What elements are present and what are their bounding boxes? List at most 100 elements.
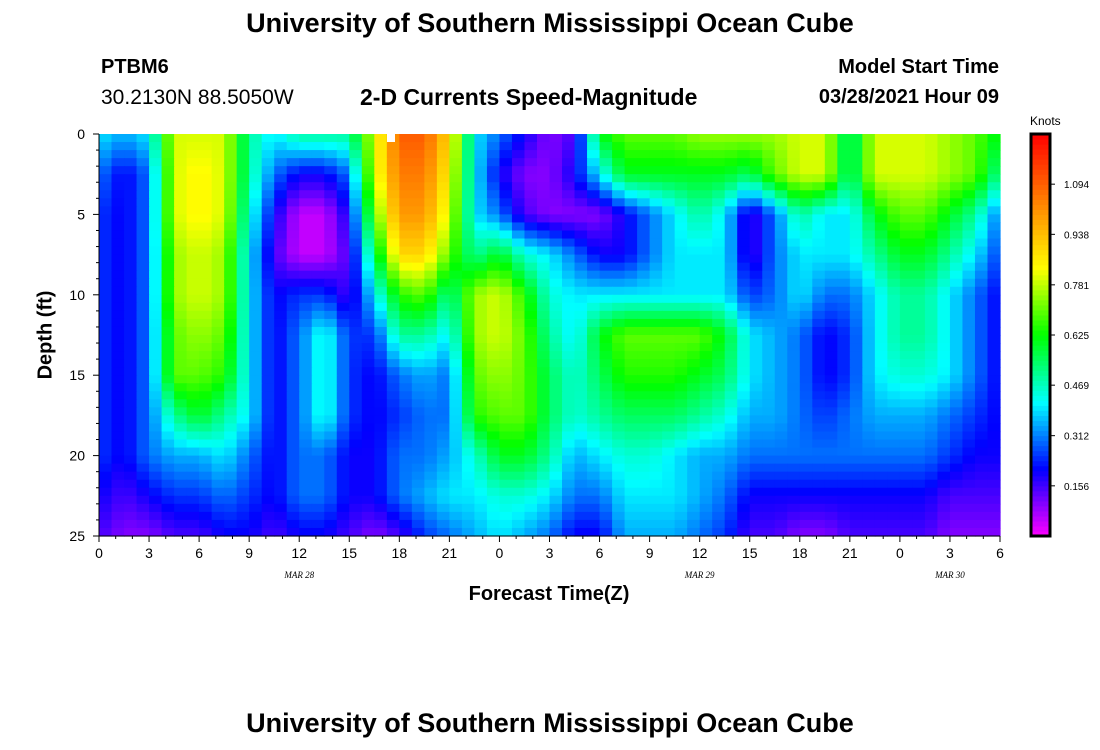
heatmap-cell	[399, 246, 413, 256]
heatmap-cell	[899, 262, 914, 272]
heatmap-cell	[149, 166, 163, 175]
heatmap-cell	[311, 318, 325, 328]
heatmap-cell	[899, 527, 914, 537]
heatmap-cell	[987, 503, 1001, 513]
colorbar-segment	[1031, 490, 1050, 497]
heatmap-cell	[311, 310, 325, 320]
heatmap-cell	[186, 238, 200, 248]
heatmap-cell	[399, 415, 413, 425]
heatmap-cell	[762, 471, 776, 481]
heatmap-cell	[249, 150, 263, 159]
heatmap-cell	[286, 198, 300, 207]
heatmap-cell	[211, 423, 225, 433]
heatmap-cell	[937, 166, 951, 175]
heatmap-cell	[649, 447, 663, 457]
heatmap-cell	[211, 310, 225, 320]
heatmap-cell	[987, 423, 1001, 433]
heatmap-cell	[749, 254, 763, 264]
heatmap-cell	[949, 359, 964, 368]
heatmap-cell	[899, 310, 914, 320]
heatmap-cell	[912, 190, 926, 199]
heatmap-cell	[486, 391, 501, 400]
heatmap-cell	[436, 190, 450, 199]
heatmap-cell	[587, 190, 601, 199]
heatmap-cell	[486, 166, 501, 175]
heatmap-cell	[787, 182, 801, 191]
heatmap-cell	[299, 310, 313, 320]
heatmap-cell	[662, 383, 676, 392]
heatmap-cell	[299, 262, 313, 272]
heatmap-cell	[612, 206, 626, 215]
heatmap-cell	[249, 246, 263, 256]
heatmap-cell	[99, 302, 113, 312]
heatmap-cell	[887, 375, 901, 384]
heatmap-cell	[699, 335, 713, 344]
heatmap-cell	[674, 302, 688, 312]
heatmap-cell	[449, 238, 463, 248]
heatmap-cell	[587, 174, 601, 183]
heatmap-cell	[887, 495, 901, 505]
heatmap-cell	[649, 222, 663, 232]
heatmap-cell	[474, 415, 488, 425]
heatmap-cell	[449, 318, 463, 328]
heatmap-cell	[649, 527, 663, 537]
heatmap-cell	[361, 318, 375, 328]
heatmap-cell	[524, 375, 538, 384]
heatmap-cell	[974, 254, 989, 264]
heatmap-cell	[424, 463, 438, 473]
heatmap-cell	[612, 294, 626, 304]
heatmap-cell	[749, 455, 763, 465]
heatmap-cell	[712, 351, 726, 360]
heatmap-cell	[161, 254, 175, 264]
heatmap-cell	[324, 238, 338, 248]
heatmap-cell	[411, 206, 425, 215]
heatmap-cell	[186, 198, 200, 207]
heatmap-cell	[249, 190, 263, 199]
heatmap-cell	[399, 230, 413, 240]
heatmap-cell	[524, 519, 538, 529]
heatmap-cell	[361, 214, 375, 224]
heatmap-cell	[799, 286, 813, 296]
heatmap-cell	[549, 423, 563, 433]
heatmap-cell	[361, 182, 375, 191]
heatmap-cell	[912, 495, 926, 505]
heatmap-cell	[261, 447, 275, 457]
heatmap-cell	[787, 351, 801, 360]
heatmap-cell	[749, 463, 763, 473]
heatmap-cell	[824, 254, 838, 264]
heatmap-cell	[474, 359, 488, 368]
heatmap-cell	[149, 182, 163, 191]
heatmap-cell	[436, 367, 450, 376]
heatmap-cell	[111, 182, 125, 191]
heatmap-cell	[161, 399, 175, 408]
heatmap-cell	[461, 367, 476, 376]
heatmap-cell	[461, 142, 476, 151]
heatmap-cell	[499, 214, 513, 224]
heatmap-cell	[787, 343, 801, 352]
heatmap-cell	[311, 343, 325, 352]
heatmap-cell	[687, 238, 701, 248]
heatmap-cell	[199, 182, 213, 191]
heatmap-cell	[762, 439, 776, 449]
heatmap-cell	[887, 415, 901, 425]
heatmap-cell	[111, 447, 125, 457]
heatmap-cell	[149, 238, 163, 248]
heatmap-cell	[612, 166, 626, 175]
heatmap-cell	[199, 415, 213, 425]
heatmap-cell	[399, 391, 413, 400]
heatmap-cell	[336, 238, 350, 248]
heatmap-cell	[987, 158, 1001, 167]
heatmap-cells	[99, 134, 1001, 537]
heatmap-cell	[274, 286, 288, 296]
heatmap-cell	[499, 367, 513, 376]
heatmap-cell	[762, 262, 776, 272]
heatmap-cell	[236, 310, 250, 320]
heatmap-cell	[124, 471, 138, 481]
heatmap-cell	[787, 335, 801, 344]
heatmap-cell	[386, 318, 400, 328]
heatmap-cell	[574, 351, 588, 360]
heatmap-cell	[824, 246, 838, 256]
heatmap-cell	[624, 471, 638, 481]
heatmap-cell	[399, 254, 413, 264]
heatmap-cell	[124, 375, 138, 384]
